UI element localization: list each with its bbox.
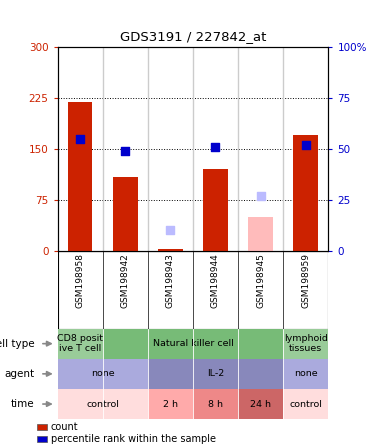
Bar xyxy=(58,329,103,359)
Text: time: time xyxy=(11,399,35,409)
Text: 8 h: 8 h xyxy=(208,400,223,408)
Text: cell type: cell type xyxy=(0,339,35,349)
Title: GDS3191 / 227842_at: GDS3191 / 227842_at xyxy=(120,30,266,43)
Bar xyxy=(283,389,328,419)
Bar xyxy=(113,177,138,251)
Text: GSM198942: GSM198942 xyxy=(121,253,130,308)
Bar xyxy=(193,389,238,419)
Text: GSM198944: GSM198944 xyxy=(211,253,220,308)
Bar xyxy=(37,436,46,442)
Point xyxy=(257,192,263,199)
Text: percentile rank within the sample: percentile rank within the sample xyxy=(50,434,216,444)
Bar xyxy=(248,217,273,251)
Bar xyxy=(158,249,183,251)
Text: GSM198943: GSM198943 xyxy=(166,253,175,308)
Text: 24 h: 24 h xyxy=(250,400,271,408)
Text: GSM198958: GSM198958 xyxy=(76,253,85,308)
Text: agent: agent xyxy=(4,369,35,379)
Text: none: none xyxy=(91,369,115,378)
Point xyxy=(77,135,83,142)
Text: GSM198959: GSM198959 xyxy=(301,253,310,308)
Bar xyxy=(148,359,283,389)
Bar xyxy=(148,389,193,419)
Bar xyxy=(203,169,228,251)
Point xyxy=(213,143,219,150)
Point xyxy=(303,141,309,148)
Text: count: count xyxy=(50,422,78,432)
Bar xyxy=(103,329,283,359)
Bar xyxy=(283,359,328,389)
Bar xyxy=(58,389,148,419)
Text: Natural killer cell: Natural killer cell xyxy=(152,339,233,348)
Point xyxy=(122,147,128,155)
Bar xyxy=(283,329,328,359)
Bar xyxy=(68,103,92,251)
Text: control: control xyxy=(86,400,119,408)
Text: lymphoid
tissues: lymphoid tissues xyxy=(284,334,328,353)
Text: GSM198945: GSM198945 xyxy=(256,253,265,308)
Text: 2 h: 2 h xyxy=(163,400,178,408)
Point xyxy=(167,227,173,234)
Text: IL-2: IL-2 xyxy=(207,369,224,378)
Bar xyxy=(37,424,46,430)
Text: none: none xyxy=(294,369,318,378)
Bar xyxy=(293,135,318,251)
Bar xyxy=(58,359,148,389)
Text: control: control xyxy=(289,400,322,408)
Text: CD8 posit
ive T cell: CD8 posit ive T cell xyxy=(57,334,103,353)
Bar xyxy=(238,389,283,419)
